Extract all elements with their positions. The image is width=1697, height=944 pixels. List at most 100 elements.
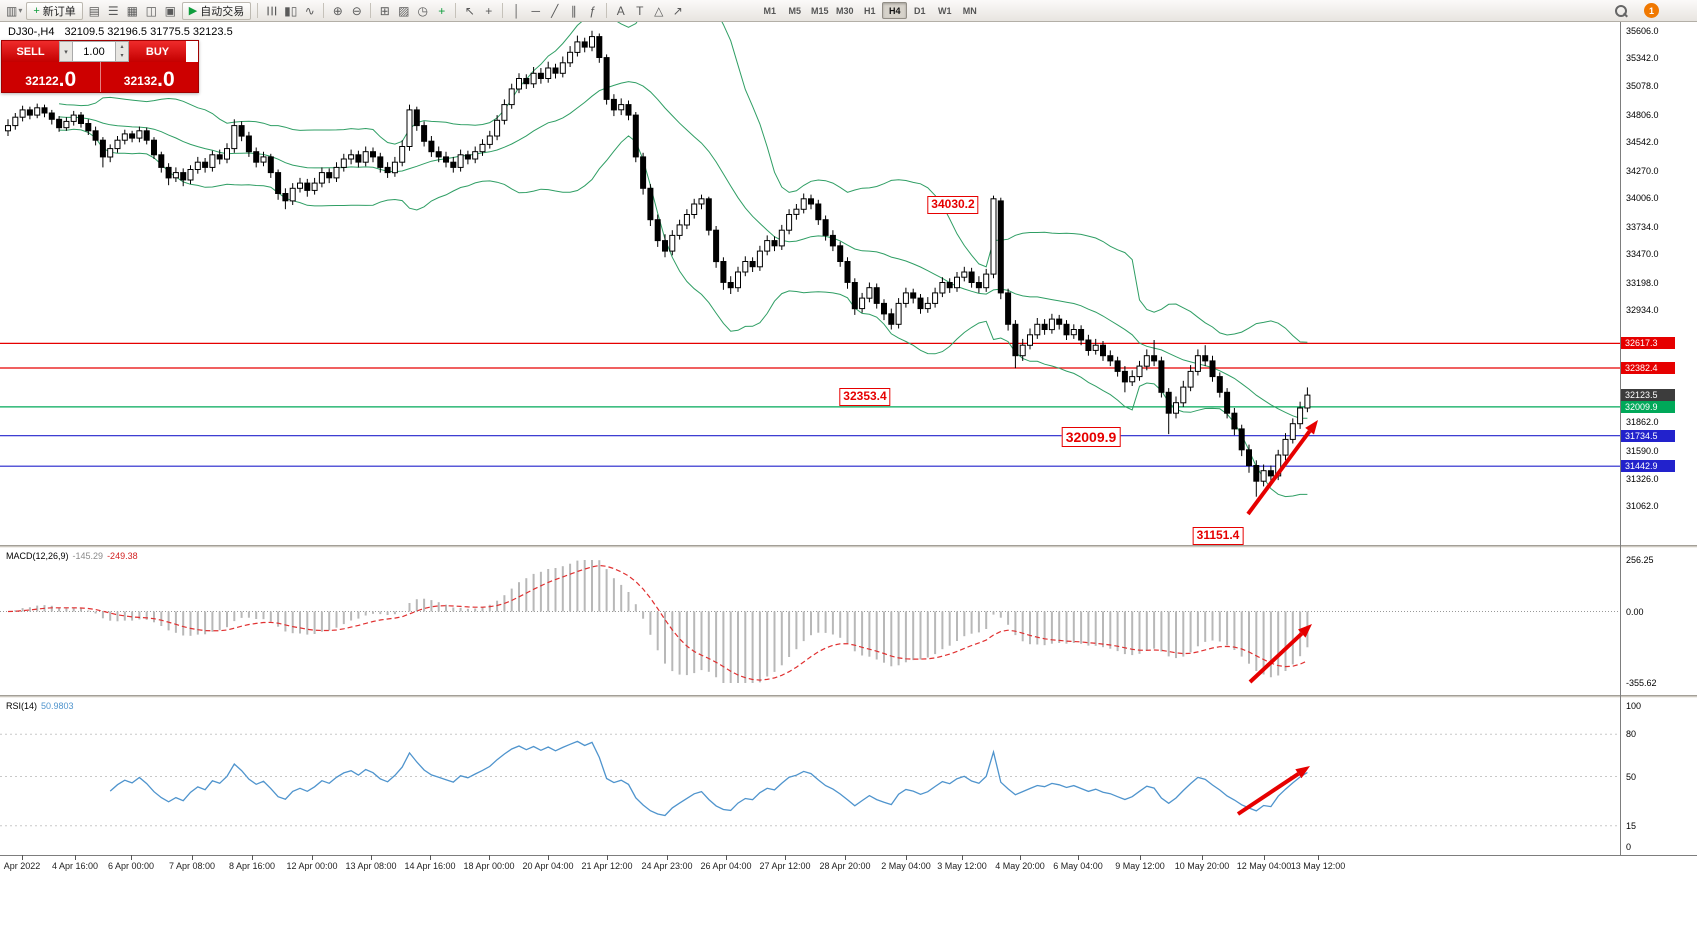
text-label-icon[interactable]: T bbox=[636, 3, 644, 18]
time-axis-tick bbox=[1202, 855, 1203, 860]
indicators-icon[interactable]: + bbox=[438, 3, 446, 18]
time-axis-label: 14 Apr 16:00 bbox=[404, 861, 456, 871]
price-callout: 31151.4 bbox=[1192, 527, 1244, 545]
price-tag: 32382.4 bbox=[1621, 362, 1675, 374]
shapes-icon[interactable]: △ bbox=[654, 3, 664, 18]
price-tag: 31734.5 bbox=[1621, 429, 1675, 442]
text-icon[interactable]: A bbox=[616, 3, 625, 18]
main-price-chart[interactable] bbox=[0, 22, 1620, 545]
price-axis-label: 34006.0 bbox=[1626, 193, 1659, 204]
auto-trading-button[interactable]: ▶ 自动交易 bbox=[181, 1, 252, 20]
price-tag: 31442.9 bbox=[1621, 460, 1675, 473]
plus-icon: + bbox=[33, 4, 40, 17]
buy-button[interactable]: BUY bbox=[129, 41, 186, 62]
time-axis-label: Apr 2022 bbox=[3, 861, 41, 871]
macd-name: MACD(12,26,9) bbox=[6, 551, 69, 561]
price-axis-label: 35078.0 bbox=[1626, 81, 1659, 91]
time-axis-tick bbox=[962, 855, 963, 860]
zoom-out-icon[interactable]: ⊖ bbox=[351, 3, 362, 18]
price-axis-label: 32934.0 bbox=[1626, 305, 1659, 316]
volume-input[interactable] bbox=[73, 41, 116, 62]
terminal-icon[interactable]: ▣ bbox=[164, 3, 176, 18]
macd-axis-label: -355.62 bbox=[1626, 678, 1657, 688]
time-axis-line bbox=[0, 855, 1697, 856]
candlestick-chart-icon[interactable]: ▮▯ bbox=[284, 3, 298, 18]
rsi-name: RSI(14) bbox=[6, 701, 38, 711]
trendline-icon[interactable]: ╱ bbox=[551, 3, 559, 18]
time-axis-tick bbox=[312, 855, 313, 860]
cursor-icon[interactable]: ↖ bbox=[464, 3, 475, 18]
channel-icon[interactable]: ∥ bbox=[570, 3, 577, 18]
buy-price[interactable]: 32132.0 bbox=[101, 62, 199, 92]
timeframe-d1[interactable]: D1 bbox=[914, 5, 926, 16]
crosshair-icon[interactable]: + bbox=[485, 3, 493, 18]
price-axis-label: 31326.0 bbox=[1626, 473, 1659, 484]
navigator-icon[interactable]: ◫ bbox=[145, 3, 157, 18]
time-axis-label: 21 Apr 12:00 bbox=[581, 861, 633, 871]
price-tag: 32617.3 bbox=[1621, 337, 1675, 350]
macd-main-value: -145.29 bbox=[72, 551, 104, 561]
time-axis-label: 8 Apr 16:00 bbox=[228, 861, 276, 871]
time-axis-label: 13 May 12:00 bbox=[1290, 861, 1346, 871]
horizontal-line-icon[interactable]: ─ bbox=[531, 3, 541, 18]
time-axis-label: 9 May 12:00 bbox=[1115, 861, 1165, 871]
time-axis-label: 12 Apr 00:00 bbox=[286, 861, 338, 871]
price-axis-label: 34806.0 bbox=[1626, 109, 1659, 120]
chart-title: DJ30-,H4 32109.5 32196.5 31775.5 32123.5 bbox=[8, 26, 233, 38]
sell-price[interactable]: 32122.0 bbox=[2, 62, 101, 92]
zoom-in-icon[interactable]: ⊕ bbox=[332, 3, 343, 18]
stepper-up-icon[interactable]: ▴ bbox=[120, 43, 124, 50]
timeframe-m15[interactable]: M15 bbox=[811, 5, 829, 16]
templates-icon[interactable]: ▨ bbox=[398, 3, 410, 18]
search-icon[interactable] bbox=[1614, 4, 1628, 18]
time-axis-tick bbox=[845, 855, 846, 860]
new-order-button[interactable]: + 新订单 bbox=[26, 1, 83, 20]
timeframe-h1[interactable]: H1 bbox=[864, 5, 876, 16]
rsi-axis-label: 100 bbox=[1626, 701, 1642, 711]
play-icon: ▶ bbox=[188, 5, 198, 17]
timeframe-mn[interactable]: MN bbox=[962, 5, 977, 16]
sell-button[interactable]: SELL bbox=[2, 41, 59, 62]
timeframe-h4[interactable]: H4 bbox=[882, 2, 908, 19]
time-axis-tick bbox=[1020, 855, 1021, 860]
toolbar: ▥ ▾ + 新订单 ▤ ☰ ▦ ◫ ▣ ▶ 自动交易 ☰ ▮▯ ∿ ⊕ ⊖ ⊞ ▨ ◷… bbox=[0, 0, 1697, 22]
arrow-tool-icon[interactable]: ↗ bbox=[672, 3, 683, 18]
time-axis-tick bbox=[726, 855, 727, 860]
periods-icon[interactable]: ◷ bbox=[417, 3, 428, 18]
volume-dropdown[interactable]: ▾ bbox=[59, 41, 73, 62]
price-axis-label: 31862.0 bbox=[1626, 417, 1659, 428]
timeframe-m1[interactable]: M1 bbox=[763, 5, 777, 16]
stepper-down-icon[interactable]: ▾ bbox=[120, 53, 124, 60]
market-watch-icon[interactable]: ☰ bbox=[107, 3, 119, 18]
price-axis-label: 31062.0 bbox=[1626, 501, 1659, 512]
time-axis-label: 4 May 20:00 bbox=[995, 861, 1045, 871]
tile-windows-icon[interactable]: ⊞ bbox=[379, 3, 390, 18]
rsi-panel[interactable] bbox=[0, 698, 1620, 855]
panel-separator[interactable] bbox=[0, 695, 1697, 698]
price-axis-separator bbox=[1620, 22, 1621, 855]
time-axis-tick bbox=[252, 855, 253, 860]
macd-panel[interactable] bbox=[0, 548, 1620, 695]
time-axis-label: 7 Apr 08:00 bbox=[168, 861, 216, 871]
rsi-axis-label: 0 bbox=[1626, 842, 1632, 852]
timeframe-m30[interactable]: M30 bbox=[836, 5, 854, 16]
chart-profiles-icon[interactable]: ▤ bbox=[88, 3, 100, 18]
time-axis-label: 10 May 20:00 bbox=[1174, 861, 1230, 871]
data-window-icon[interactable]: ▦ bbox=[126, 3, 138, 18]
line-chart-icon[interactable]: ∿ bbox=[304, 3, 315, 18]
vertical-line-icon[interactable]: │ bbox=[513, 3, 521, 18]
bar-chart-icon[interactable]: ☰ bbox=[264, 5, 279, 16]
panel-separator[interactable] bbox=[0, 545, 1697, 548]
price-callout: 32009.9 bbox=[1061, 427, 1121, 448]
new-order-label: 新订单 bbox=[42, 5, 76, 18]
time-axis-tick bbox=[192, 855, 193, 860]
timeframe-w1[interactable]: W1 bbox=[938, 5, 952, 16]
timeframe-m5[interactable]: M5 bbox=[788, 5, 802, 16]
new-chart-icon[interactable]: ▥ ▾ bbox=[4, 2, 24, 20]
fibonacci-icon[interactable]: ƒ bbox=[589, 3, 597, 18]
notification-badge[interactable]: 1 bbox=[1644, 3, 1659, 18]
volume-stepper[interactable]: ▴ ▾ bbox=[116, 41, 129, 62]
time-axis-label: 28 Apr 20:00 bbox=[819, 861, 871, 871]
time-axis-label: 20 Apr 04:00 bbox=[522, 861, 574, 871]
time-axis-tick bbox=[548, 855, 549, 860]
